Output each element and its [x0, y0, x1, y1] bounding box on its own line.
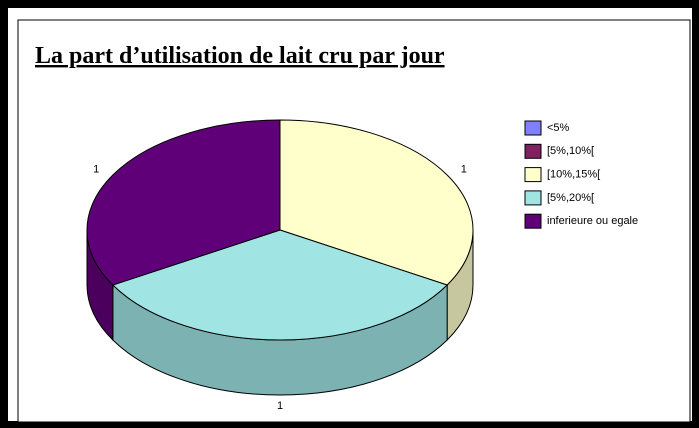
slice: [279, 119, 474, 286]
slice: [86, 119, 281, 286]
data-label: 1: [461, 163, 467, 175]
data-label: 1: [277, 400, 283, 412]
data-label: 1: [93, 163, 99, 175]
legend-label: [5%,20%[: [547, 192, 594, 204]
legend-label: [10%,15%[: [547, 169, 600, 181]
legend-swatch: [524, 213, 542, 229]
legend-swatch: [524, 143, 542, 159]
legend-label: <5%: [547, 122, 570, 134]
legend-swatch: [524, 167, 542, 183]
chart-title: La part d’utilisation de lait cru par jo…: [35, 43, 445, 69]
legend-label: [5%,10%[: [547, 145, 594, 157]
legend-swatch: [524, 120, 542, 136]
legend-label: inferieure ou egale: [547, 215, 638, 227]
slice: [111, 229, 449, 341]
legend-swatch: [524, 190, 542, 206]
legend: [520, 118, 670, 232]
